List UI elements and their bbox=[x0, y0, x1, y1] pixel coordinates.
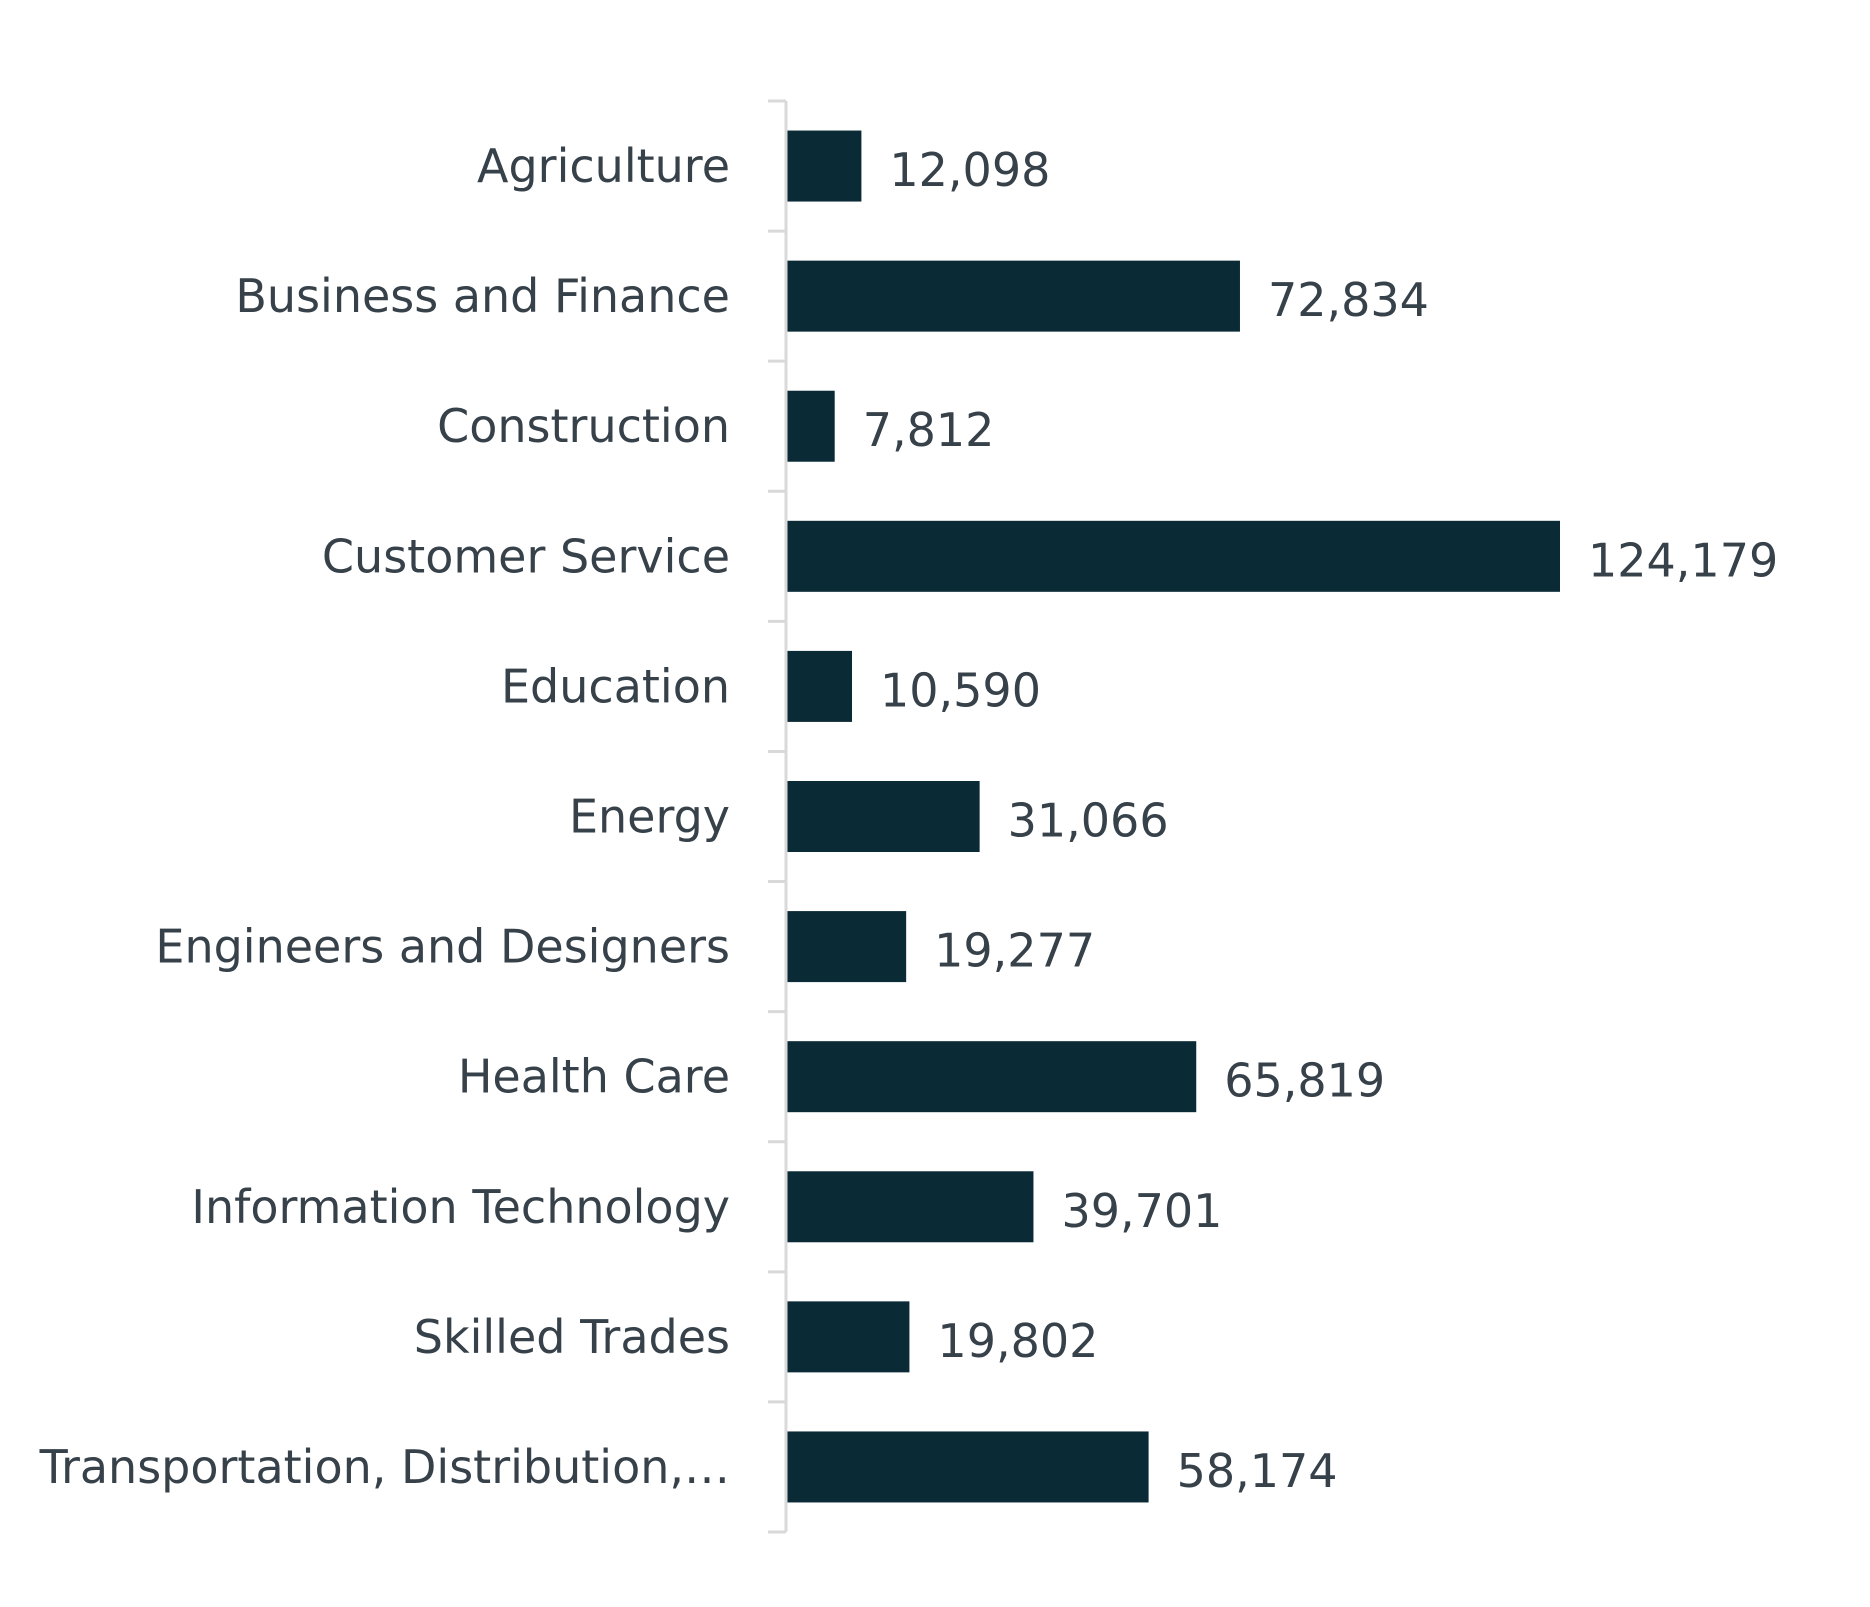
category-label: Engineers and Designers bbox=[155, 920, 730, 974]
bar bbox=[786, 1041, 1197, 1113]
value-label: 65,819 bbox=[1224, 1054, 1385, 1108]
category-label: Construction bbox=[437, 399, 730, 453]
value-label: 19,802 bbox=[937, 1314, 1098, 1368]
value-label: 58,174 bbox=[1177, 1444, 1338, 1498]
bar bbox=[786, 1171, 1034, 1243]
bar bbox=[786, 130, 862, 202]
value-label: 39,701 bbox=[1061, 1184, 1222, 1238]
value-label: 19,277 bbox=[934, 924, 1095, 978]
bar bbox=[786, 520, 1560, 592]
bar bbox=[786, 1431, 1149, 1503]
bar bbox=[786, 650, 853, 722]
bar bbox=[786, 911, 907, 983]
category-label: Skilled Trades bbox=[414, 1310, 730, 1364]
category-axis bbox=[768, 99, 788, 1534]
value-label: 10,590 bbox=[880, 663, 1041, 717]
value-label: 12,098 bbox=[889, 143, 1050, 197]
category-label: Agriculture bbox=[477, 139, 730, 193]
category-label: Information Technology bbox=[191, 1180, 730, 1234]
bar bbox=[786, 781, 980, 852]
value-label: 124,179 bbox=[1588, 533, 1778, 587]
category-label: Customer Service bbox=[322, 529, 730, 583]
category-label: Health Care bbox=[458, 1050, 730, 1104]
value-label: 72,834 bbox=[1268, 273, 1429, 327]
bar bbox=[786, 260, 1240, 332]
value-label: 31,066 bbox=[1008, 794, 1169, 848]
bar bbox=[786, 390, 835, 462]
value-label: 7,812 bbox=[863, 403, 995, 457]
bars-layer bbox=[786, 130, 1560, 1503]
category-label: Education bbox=[501, 659, 730, 713]
value-labels: 12,098 72,834 7,812 124,179 10,590 31,066 19,2… bbox=[863, 143, 1779, 1498]
category-label: Business and Finance bbox=[235, 269, 730, 323]
bar bbox=[786, 1301, 910, 1373]
category-labels: Agriculture Business and Finance Construct… bbox=[39, 139, 730, 1494]
category-label: Transportation, Distribution,… bbox=[39, 1440, 730, 1494]
category-label: Energy bbox=[569, 790, 730, 844]
